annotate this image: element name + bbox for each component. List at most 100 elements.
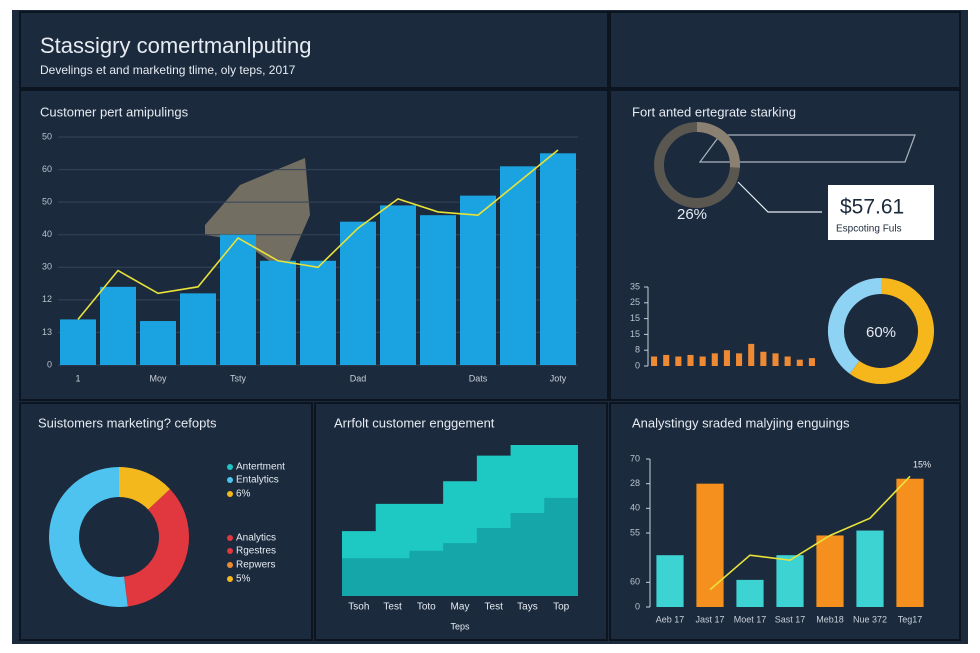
y-tick-label: 0 [635, 601, 640, 611]
legend-label: Entalytics [236, 475, 279, 486]
legend-label: Antertment [236, 462, 285, 473]
legend-label: Rgestres [236, 546, 276, 557]
page-subtitle: Develings et and marketing tlime, oly te… [40, 63, 296, 77]
bar [711, 353, 718, 366]
y-tick-label: 12 [42, 294, 52, 304]
bar [460, 195, 496, 365]
y-tick-label: 40 [42, 229, 52, 239]
chart-title: Customer pert amipulings [40, 104, 189, 119]
bar [340, 221, 376, 365]
header-side-panel [609, 11, 961, 89]
bar [736, 579, 764, 607]
annotation: 15% [913, 459, 931, 469]
y-tick-label: 15 [630, 313, 640, 323]
bar [420, 215, 456, 365]
x-axis-label: Teps [450, 621, 470, 631]
chart-title: Analystingy sraded malyjing enguings [632, 415, 850, 430]
x-tick-label: Tsoh [348, 602, 369, 613]
bar [651, 356, 658, 366]
bar [220, 234, 256, 365]
x-tick-label: Joty [550, 373, 567, 383]
line [77, 149, 559, 320]
bar [796, 359, 803, 366]
legend-swatch [227, 576, 233, 582]
line [709, 475, 911, 591]
y-tick-label: 25 [630, 297, 640, 307]
x-tick-label: Moy [149, 373, 167, 383]
callout-caption: Espcoting Fuls [836, 224, 902, 235]
bar [772, 353, 779, 366]
bar [180, 293, 216, 365]
bar [60, 319, 96, 365]
bar [784, 356, 791, 366]
y-tick-label: 70 [630, 453, 640, 463]
y-tick-label: 50 [42, 131, 52, 141]
bar [260, 260, 296, 365]
legend-label: 6% [236, 489, 251, 500]
bar [675, 356, 682, 366]
bar [140, 321, 176, 365]
decoration [205, 158, 310, 272]
bar [696, 483, 724, 607]
x-tick-label: Jast 17 [695, 614, 724, 624]
x-tick-label: Toto [417, 602, 436, 613]
y-tick-label: 40 [630, 503, 640, 513]
bar [687, 354, 694, 366]
bar [776, 555, 804, 607]
donut-segment [849, 278, 934, 384]
y-tick-label: 60 [630, 577, 640, 587]
x-tick-label: Test [485, 602, 504, 613]
x-tick-label: May [451, 602, 470, 613]
legend-swatch [227, 562, 233, 568]
header-panel [19, 11, 609, 89]
y-tick-label: 60 [42, 164, 52, 174]
decoration [698, 134, 916, 163]
panel [609, 89, 961, 401]
bar [748, 343, 755, 366]
x-tick-label: Moet 17 [734, 614, 767, 624]
bar [816, 535, 844, 607]
y-tick-label: 13 [42, 327, 52, 337]
y-tick-label: 8 [635, 345, 640, 355]
bar [736, 353, 743, 366]
connector [737, 181, 822, 213]
legend-swatch [227, 548, 233, 554]
x-tick-label: Teg17 [898, 614, 923, 624]
y-tick-label: 50 [42, 197, 52, 207]
bar [380, 205, 416, 365]
x-tick-label: 1 [75, 373, 80, 383]
chart-title: Arrfolt customer enggement [334, 415, 495, 430]
x-tick-label: Dats [469, 373, 488, 383]
y-tick-label: 55 [630, 527, 640, 537]
y-tick-label: 0 [47, 359, 52, 369]
x-tick-label: Nue 372 [853, 614, 887, 624]
gauge-arc [696, 122, 740, 168]
bar [896, 478, 924, 607]
gauge-label: 26% [677, 206, 707, 223]
bar [808, 358, 815, 366]
x-tick-label: Test [383, 602, 402, 613]
bar [699, 356, 706, 366]
x-tick-label: Top [553, 602, 570, 613]
y-tick-label: 28 [630, 478, 640, 488]
bar [663, 354, 670, 366]
legend-label: Analytics [236, 533, 276, 544]
legend-swatch [227, 464, 233, 470]
x-tick-label: Meb18 [816, 614, 844, 624]
callout-box [828, 185, 934, 240]
callout-value: $57.61 [840, 196, 904, 219]
bar [300, 260, 336, 365]
bar [540, 153, 576, 365]
y-tick-label: 15 [630, 329, 640, 339]
chart-title: Suistomers marketing? cefopts [38, 415, 217, 430]
x-tick-label: Dad [350, 373, 367, 383]
x-tick-label: Tsty [230, 373, 247, 383]
y-tick-label: 35 [630, 281, 640, 291]
legend-swatch [227, 535, 233, 541]
donut-segment [49, 467, 128, 607]
legend-label: 5% [236, 574, 251, 585]
bar [100, 286, 136, 365]
bar [856, 530, 884, 607]
chart-title: Fort anted ertegrate starking [632, 104, 796, 119]
donut-segment [828, 278, 882, 374]
